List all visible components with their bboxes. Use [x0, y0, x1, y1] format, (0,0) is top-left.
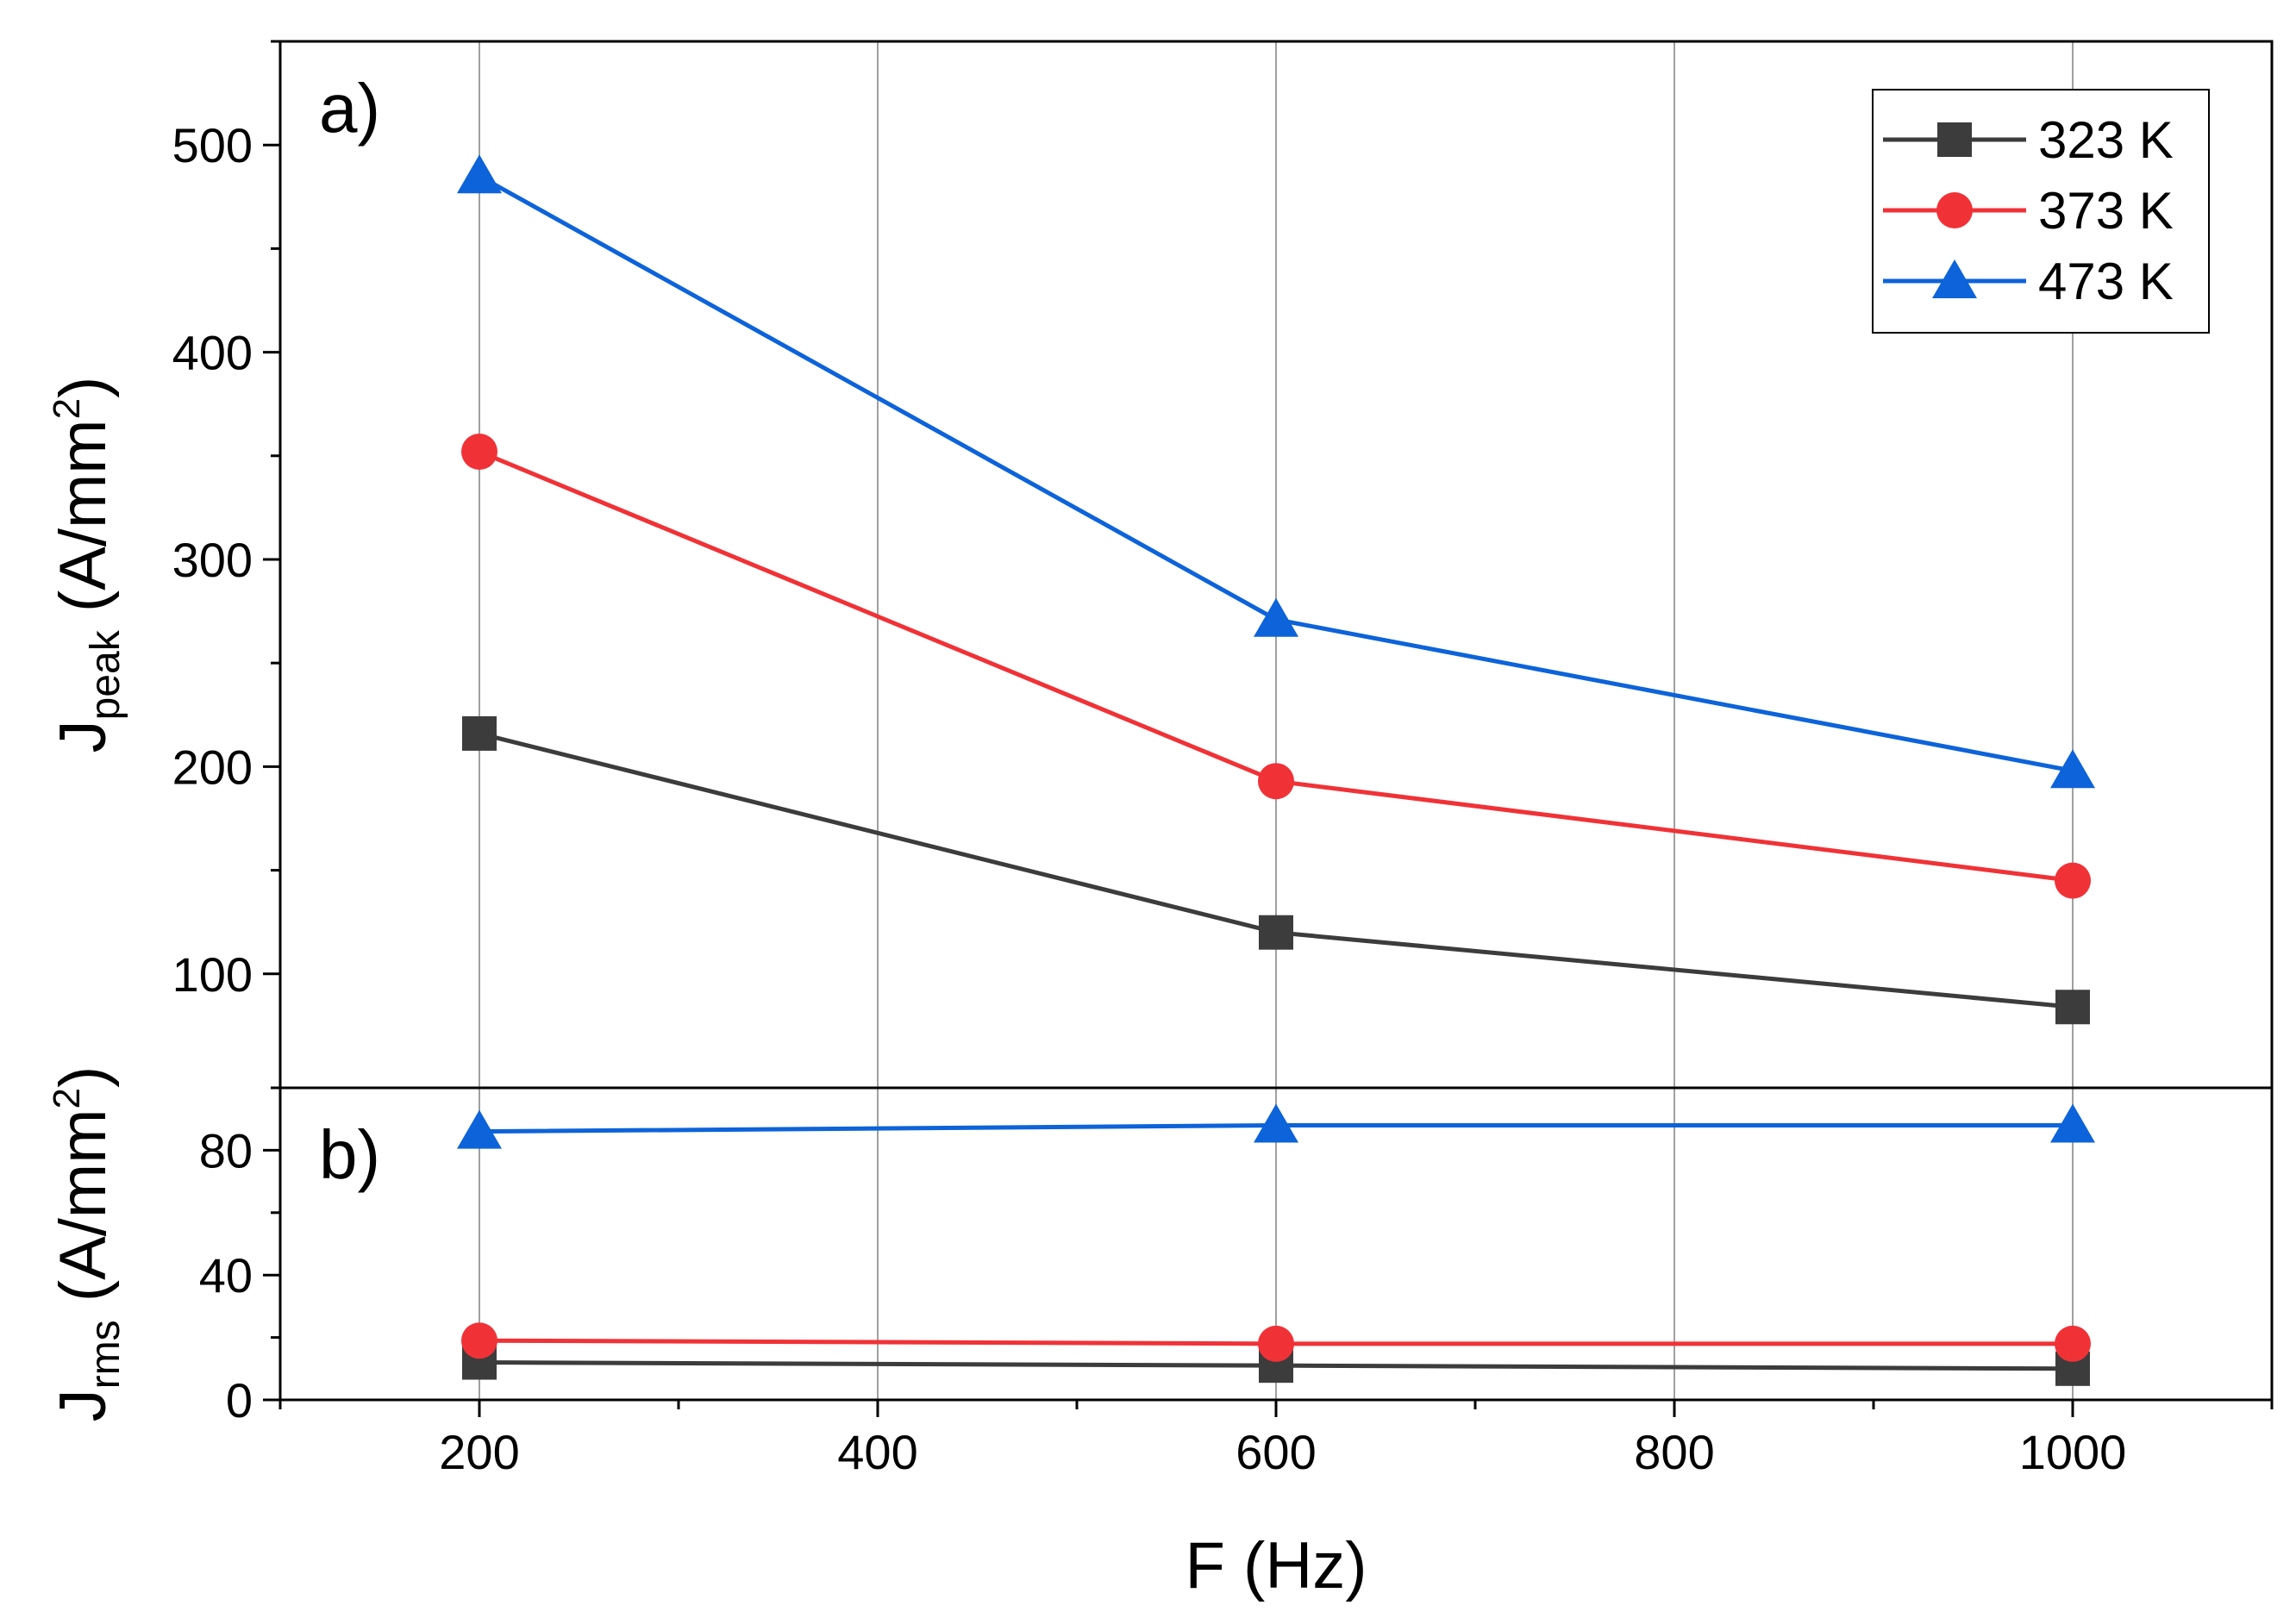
xtick-label-200: 200 [439, 1425, 519, 1479]
top-series-1-point-0 [461, 433, 497, 470]
top-ylabel-close: ) [47, 377, 120, 398]
top-ytick-label-400: 400 [172, 326, 253, 380]
top-series-0-point-2 [2055, 990, 2090, 1025]
top-series-2-point-1 [1254, 597, 1298, 637]
legend-box [1872, 89, 2210, 334]
bottom-ytick-label-80: 80 [199, 1123, 253, 1177]
top-panel-label: a) [319, 70, 380, 147]
top-ytick-label-300: 300 [172, 533, 253, 587]
series-layer [457, 154, 2095, 1386]
bottom-ylabel-sup: 2 [46, 1088, 88, 1109]
x-axis-label: F (Hz) [1185, 1529, 1367, 1602]
top-series-0-point-0 [462, 715, 497, 751]
bottom-ytick-label-40: 40 [199, 1248, 253, 1302]
top-series-2-point-2 [2050, 749, 2095, 789]
bottom-panel-label: b) [319, 1116, 380, 1193]
top-ylabel-sup: 2 [46, 398, 88, 419]
top-ylabel: Jpeak (A/mm2) [46, 377, 128, 753]
bottom-ylabel-unit: (A/mm [47, 1109, 120, 1320]
legend-label-0: 323 K [2038, 111, 2174, 169]
legend-label-2: 473 K [2038, 253, 2174, 310]
xtick-label-600: 600 [1236, 1425, 1316, 1479]
legend-marker-2 [1932, 259, 1977, 298]
bottom-ylabel: Jrms (A/mm2) [46, 1066, 128, 1422]
legend-marker-0 [1937, 122, 1972, 157]
bottom-ytick-label-0: 0 [226, 1373, 253, 1427]
legend-marker-1 [1936, 192, 1973, 228]
bottom-series-1-point-2 [2055, 1325, 2091, 1362]
bottom-ylabel-close: ) [47, 1066, 120, 1088]
bottom-series-2-point-2 [2050, 1103, 2095, 1143]
top-series-1-point-2 [2055, 862, 2091, 899]
bottom-series-1-point-1 [1258, 1325, 1294, 1362]
grid-layer [479, 41, 2074, 1400]
bottom-series-1-point-0 [461, 1322, 497, 1359]
xtick-label-800: 800 [1634, 1425, 1714, 1479]
top-ytick-label-500: 500 [172, 118, 253, 172]
legend-label-1: 373 K [2038, 182, 2174, 240]
top-series-2-point-0 [457, 154, 502, 194]
top-ylabel-unit: (A/mm [47, 419, 120, 630]
top-series-0-point-1 [1259, 915, 1293, 950]
xtick-label-400: 400 [837, 1425, 917, 1479]
top-ylabel-main: J [47, 720, 120, 753]
top-ytick-label-200: 200 [172, 740, 253, 794]
frame-layer [263, 40, 2274, 1417]
bottom-series-2-point-1 [1254, 1103, 1298, 1143]
top-ylabel-sub: peak [83, 629, 128, 720]
bottom-ylabel-sub: rms [83, 1320, 128, 1389]
bottom-ylabel-main: J [47, 1389, 120, 1421]
xtick-label-1000: 1000 [2019, 1425, 2127, 1479]
top-series-1-point-1 [1258, 763, 1294, 800]
top-ytick-label-100: 100 [172, 947, 253, 1002]
legend: 323 K 373 K 473 K [1872, 89, 2210, 334]
bottom-series-2-point-0 [457, 1109, 502, 1149]
